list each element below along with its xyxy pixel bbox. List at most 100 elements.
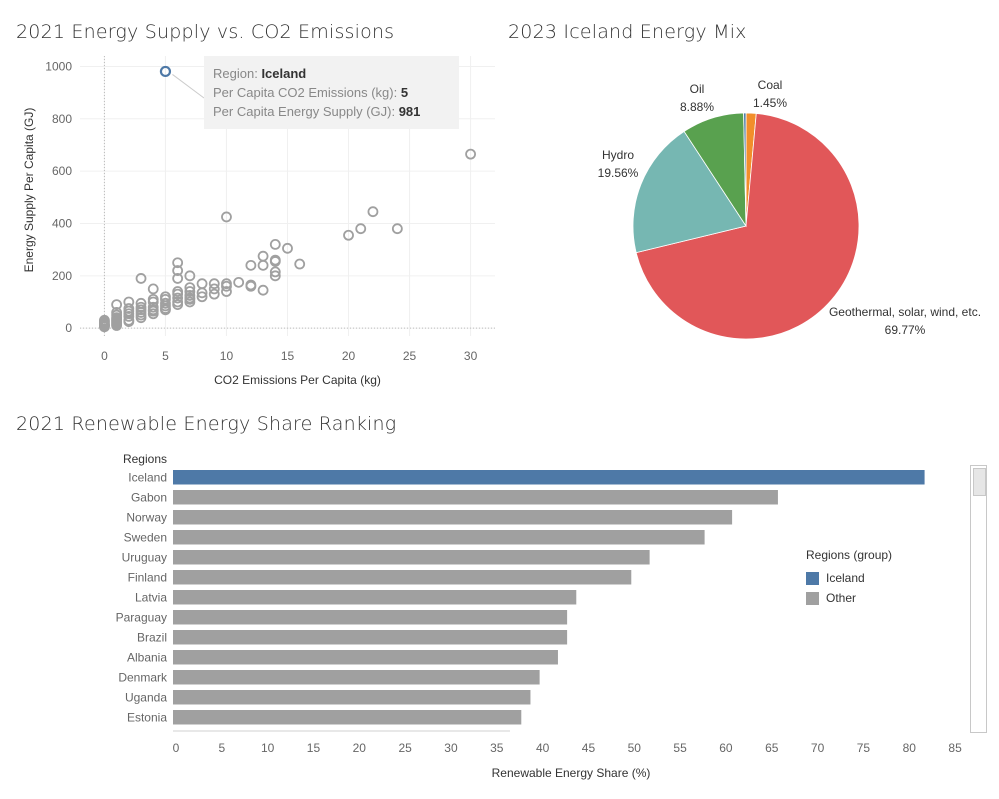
bar-x-tick-label: 50: [628, 741, 642, 755]
scatter-point: [257, 250, 269, 262]
scatter-x-tick-label: 20: [342, 349, 356, 363]
scatter-point: [172, 296, 184, 308]
scatter-point: [123, 296, 135, 308]
pie-slice: [743, 112, 747, 227]
scatter-point: [184, 290, 196, 301]
bar: [173, 550, 650, 565]
tooltip-co2-value: 5: [400, 85, 409, 100]
bar-x-tick-label: 40: [536, 741, 550, 755]
scatter-point: [99, 314, 110, 326]
bar: [173, 610, 568, 625]
scatter-point: [172, 257, 184, 269]
scatter-point: [123, 303, 135, 314]
scatter-point: [208, 283, 220, 295]
pie-slice-label: Hydro: [602, 148, 634, 162]
bar: [173, 690, 531, 705]
scatter-y-tick-label: 400: [52, 216, 72, 230]
bar: [173, 490, 778, 505]
scatter-y-axis-title: Energy Supply Per Capita (GJ): [22, 108, 36, 273]
scatter-point: [221, 278, 232, 290]
scatter-point: [257, 284, 269, 296]
bar-x-tick-label: 30: [444, 741, 458, 755]
scatter-point: [208, 288, 220, 300]
scatter-point: [282, 242, 293, 254]
bar-x-tick-label: 60: [719, 741, 733, 755]
pie-slice: [635, 113, 860, 340]
tooltip-connector: [172, 74, 205, 99]
bar-category-label: Gabon: [131, 490, 167, 504]
scatter-point: [184, 282, 196, 293]
scatter-x-tick-label: 15: [281, 349, 295, 363]
pie-slice-label: Oil: [690, 82, 705, 96]
scatter-point: [147, 305, 159, 317]
bar-regions-header: Regions: [123, 452, 167, 466]
legend-title: Regions (group): [806, 548, 893, 562]
tooltip-energy-label: Per Capita Energy Supply (GJ):: [213, 104, 396, 119]
bar-category-label: Albania: [127, 650, 167, 664]
scatter-point: [269, 270, 281, 282]
scatter-point: [111, 299, 123, 310]
scatter-point: [391, 223, 403, 235]
bar-x-tick-label: 25: [398, 741, 412, 755]
scatter-point: [135, 301, 147, 313]
scatter-point: [269, 266, 281, 278]
legend-label-iceland: Iceland: [826, 571, 865, 585]
bar-chart-scrollbar[interactable]: [970, 465, 987, 733]
pie-slice-value: 1.45%: [753, 96, 787, 110]
scatter-title: 2021 Energy Supply vs. CO2 Emissions: [16, 21, 395, 43]
bar: [173, 630, 568, 645]
pie-slice-value: 8.88%: [680, 100, 714, 114]
scatter-x-tick-label: 30: [464, 349, 478, 363]
scatter-point: [233, 276, 245, 288]
scatter-point: [160, 291, 171, 303]
bar: [173, 590, 577, 605]
bar: [173, 670, 540, 685]
scatter-x-tick-label: 5: [162, 349, 169, 363]
scatter-point: [135, 297, 147, 309]
bar: [173, 710, 522, 725]
bar-category-label: Iceland: [128, 470, 167, 484]
bar-x-tick-label: 75: [857, 741, 871, 755]
bar-x-tick-label: 0: [173, 741, 180, 755]
legend-item-other[interactable]: Other: [806, 588, 892, 608]
scatter-point: [208, 278, 220, 290]
scatter-point: [111, 313, 123, 325]
legend-item-iceland[interactable]: Iceland: [806, 568, 892, 588]
scatter-x-tick-label: 10: [220, 349, 234, 363]
bar-x-tick-label: 85: [948, 741, 962, 755]
scatter-point: [147, 293, 159, 305]
tooltip-co2-label: Per Capita CO2 Emissions (kg):: [213, 85, 398, 100]
bar-x-tick-label: 70: [811, 741, 825, 755]
pie-slice-value: 69.77%: [885, 323, 926, 337]
scatter-point: [184, 270, 196, 282]
scrollbar-thumb[interactable]: [973, 468, 986, 496]
bar-x-tick-label: 35: [490, 741, 504, 755]
bar-x-axis-title: Renewable Energy Share (%): [492, 766, 651, 780]
scatter-point: [355, 223, 367, 235]
legend-swatch-other: [806, 591, 819, 605]
scatter-point: [135, 273, 147, 284]
pie-slice-label: Coal: [758, 78, 783, 92]
bar: [173, 510, 733, 525]
scatter-y-tick-label: 800: [52, 112, 72, 126]
bar-category-label: Paraguay: [116, 610, 167, 624]
scatter-point: [221, 211, 232, 223]
scatter-point: [99, 319, 110, 331]
scatter-point: [221, 286, 232, 297]
tooltip: Region: Iceland Per Capita CO2 Emissions…: [204, 56, 459, 129]
bar-title: 2021 Renewable Energy Share Ranking: [16, 413, 397, 435]
bar-category-label: Brazil: [137, 630, 167, 644]
legend-swatch-iceland: [806, 571, 819, 585]
bar-category-label: Uganda: [125, 690, 167, 704]
legend: Regions (group) Iceland Other: [806, 548, 892, 608]
scatter-point: [160, 303, 171, 314]
scatter-y-tick-label: 200: [52, 269, 72, 283]
scatter-point: [196, 291, 208, 303]
bar-x-tick-label: 55: [673, 741, 687, 755]
bar-x-tick-label: 5: [218, 741, 225, 755]
pie-slice-value: 19.56%: [598, 166, 639, 180]
scatter-point: [245, 259, 257, 271]
